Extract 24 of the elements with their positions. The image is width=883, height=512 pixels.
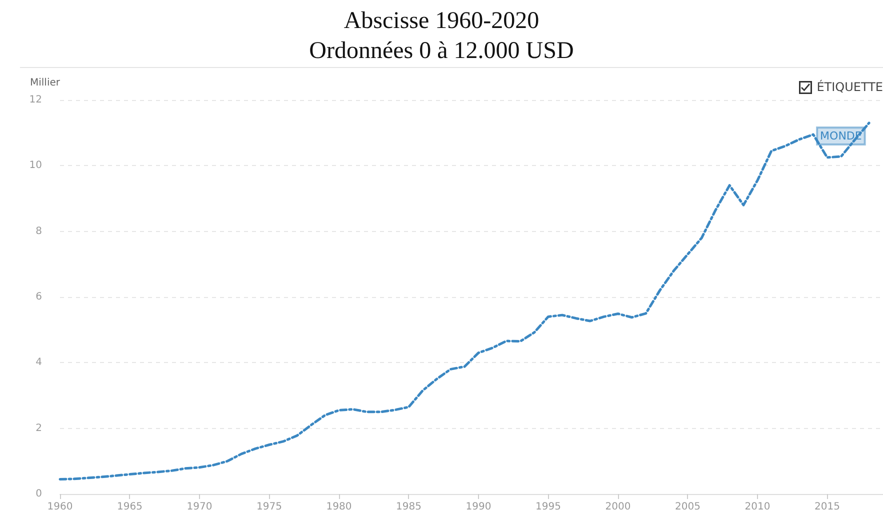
chart-title: Abscisse 1960-2020 <box>342 7 540 36</box>
y-axis-title: Millier <box>30 78 61 88</box>
y-tick-label: 12 <box>29 94 42 106</box>
x-tick-label: 1975 <box>256 502 282 512</box>
x-tick-label: 1995 <box>535 502 561 512</box>
y-tick-label: 2 <box>36 422 42 434</box>
y-tick-label: 8 <box>36 226 42 237</box>
y-tick-label: 0 <box>36 488 42 500</box>
x-tick-label: 1985 <box>396 502 422 512</box>
chart-subtitle: Ordonnées 0 à 12.000 USD <box>308 37 575 66</box>
line-series <box>58 122 870 480</box>
x-tick-label: 2015 <box>814 502 840 512</box>
x-tick-label: 1970 <box>186 502 212 512</box>
y-tick-label: 6 <box>36 292 42 302</box>
x-tick-label: 1980 <box>326 502 352 512</box>
x-tick-label: 2000 <box>605 502 631 512</box>
x-tick-label: 1965 <box>117 502 142 512</box>
x-tick-label: 2005 <box>674 502 700 512</box>
x-tick-label: 2010 <box>744 502 770 512</box>
x-tick-label: 1990 <box>466 502 492 512</box>
y-tick-label: 4 <box>36 357 42 368</box>
x-tick-label: 1960 <box>47 502 73 512</box>
y-tick-label: 10 <box>29 160 42 172</box>
text: ÉTIQUETTE <box>816 80 883 94</box>
